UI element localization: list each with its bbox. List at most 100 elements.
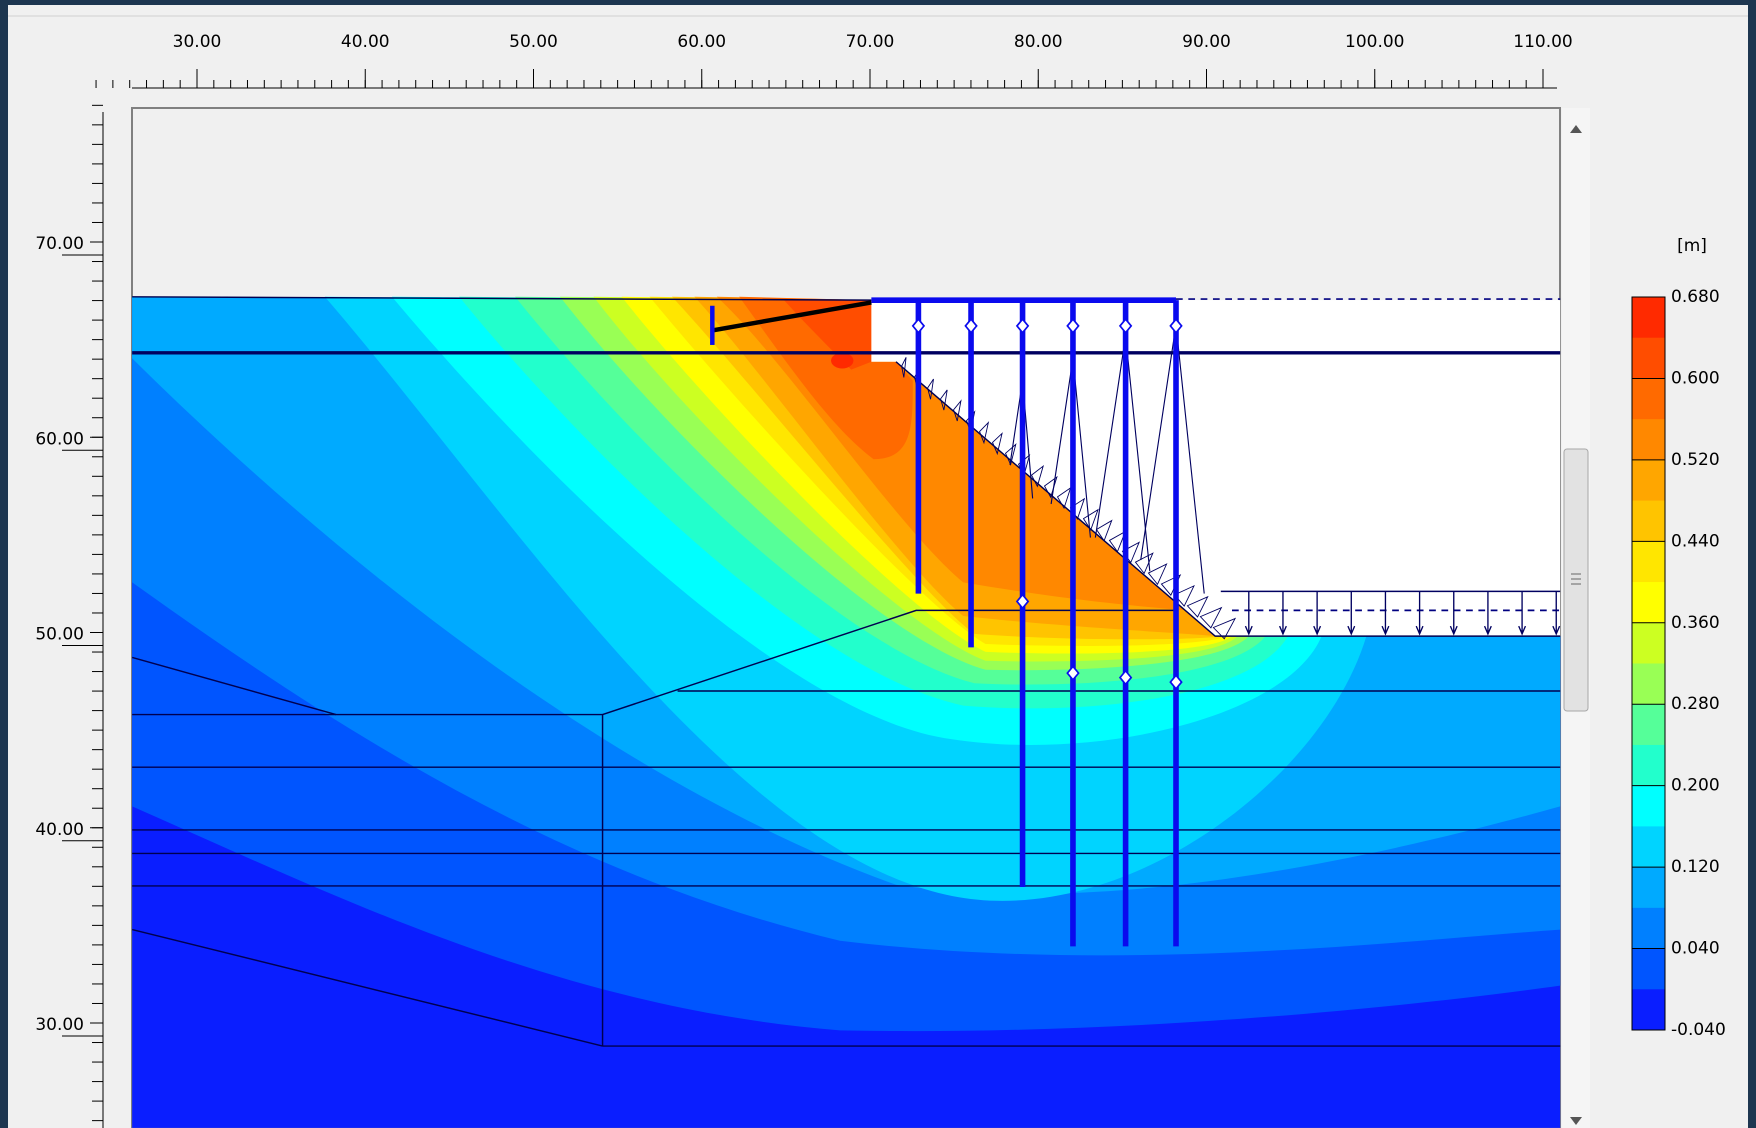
- y-tick-label: 50.00: [35, 625, 84, 645]
- x-tick-label: 70.00: [846, 32, 895, 52]
- legend-band: [1632, 785, 1665, 827]
- legend-band: [1632, 337, 1665, 379]
- x-tick-label: 30.00: [173, 32, 222, 52]
- y-tick-label: 60.00: [35, 429, 84, 449]
- legend-band: [1632, 500, 1665, 542]
- scroll-down[interactable]: [1570, 1117, 1582, 1125]
- force-diagram: [1050, 358, 1091, 538]
- hatch-mark: [901, 357, 907, 378]
- hatch-mark: [1004, 443, 1017, 466]
- layer-line: [602, 609, 1177, 716]
- pile-node: [1118, 317, 1133, 334]
- scroll-grip: [1571, 573, 1581, 585]
- load-arrow: [1449, 591, 1458, 636]
- x-tick-label: 60.00: [677, 32, 726, 52]
- pile-node: [1066, 665, 1080, 682]
- legend-band: [1632, 541, 1665, 583]
- legend-band: [1632, 744, 1665, 787]
- legend-label: 0.680: [1671, 287, 1720, 307]
- legend-label: 0.520: [1671, 450, 1720, 470]
- window-border: [1748, 0, 1756, 1128]
- load-arrow: [1244, 591, 1253, 636]
- load-arrow: [1381, 591, 1390, 636]
- pile-node: [1118, 669, 1133, 686]
- hatch-mark: [1030, 464, 1044, 488]
- legend-label: -0.040: [1671, 1020, 1726, 1040]
- legend-label: 0.280: [1671, 694, 1720, 714]
- layer-line: [131, 656, 337, 716]
- y-tick-label: 70.00: [35, 234, 84, 254]
- legend-band: [1632, 663, 1665, 705]
- hatch-mark: [1186, 595, 1209, 618]
- contour-band: [831, 352, 854, 369]
- surface-load: [1220, 590, 1561, 636]
- hatch-mark: [940, 389, 948, 411]
- window-border: [0, 0, 1756, 5]
- soil-layer-lines: [131, 296, 1561, 1047]
- x-tick-label: 80.00: [1014, 32, 1063, 52]
- pile-node: [911, 317, 926, 334]
- excavation: [871, 300, 1561, 637]
- legend-band: [1632, 622, 1665, 664]
- anchor: [711, 300, 872, 333]
- load-arrow: [1415, 591, 1424, 636]
- hatch-mark: [1056, 486, 1072, 510]
- legend-band: [1632, 989, 1665, 1031]
- load-arrow: [1518, 591, 1527, 636]
- hatch-mark: [1147, 563, 1168, 586]
- legend-band: [1632, 297, 1665, 339]
- legend-label: 0.200: [1671, 776, 1720, 796]
- load-arrow: [1278, 591, 1287, 636]
- rulers: 30.00 40.00 50.00 60.00 70.00 80.00 90.00 100.0…: [35, 32, 1573, 1128]
- legend-band: [1632, 867, 1665, 909]
- legend: [m] 0.680 0.600 0.520 0.440 0.360 0.280 0.200 0…: [1631, 236, 1726, 1040]
- legend-label: 0.120: [1671, 857, 1720, 877]
- load-arrow: [1313, 591, 1322, 636]
- scrollbar: [1562, 108, 1590, 1128]
- load-arrow: [1552, 591, 1561, 636]
- legend-band: [1632, 907, 1665, 950]
- hatch-mark: [979, 421, 990, 445]
- legend-label: 0.600: [1671, 368, 1720, 388]
- layer-line: [131, 928, 603, 1047]
- legend-band: [1632, 704, 1665, 746]
- scroll-up[interactable]: [1570, 125, 1582, 133]
- pile-node: [1015, 593, 1030, 610]
- x-tick-label: 50.00: [509, 32, 558, 52]
- legend-band: [1632, 826, 1665, 868]
- pile-node: [1169, 317, 1183, 334]
- pile-node: [1015, 317, 1030, 334]
- y-tick-label: 40.00: [35, 820, 84, 840]
- legend-band: [1632, 459, 1665, 502]
- pile-node: [1066, 317, 1080, 334]
- ground-surface: [132, 296, 872, 301]
- y-tick-label: 30.00: [35, 1015, 84, 1035]
- hatch-mark: [992, 432, 1003, 456]
- hatch-mark: [1082, 508, 1099, 531]
- scroll-thumb[interactable]: [1563, 448, 1589, 712]
- window-border: [0, 0, 8, 1128]
- legend-label: 0.360: [1671, 613, 1720, 633]
- x-tick-label: 90.00: [1182, 32, 1231, 52]
- pile-node: [1169, 674, 1183, 691]
- excavation-surface: [895, 361, 1561, 637]
- force-diagram: [1094, 335, 1151, 572]
- force-diagram: [1140, 324, 1205, 594]
- hatch-mark: [1173, 584, 1195, 607]
- x-tick-label: 110.00: [1513, 32, 1572, 52]
- pile-nodes: [911, 317, 1183, 691]
- hatch-mark: [1199, 606, 1223, 629]
- legend-band: [1632, 948, 1665, 990]
- hatch-mark: [953, 399, 962, 422]
- pile-node: [964, 317, 978, 334]
- x-tick-label: 40.00: [341, 32, 390, 52]
- hatch-mark: [1108, 530, 1127, 553]
- legend-label: 0.040: [1671, 939, 1720, 959]
- load-arrow: [1483, 591, 1492, 636]
- hatch-mark: [1212, 617, 1237, 640]
- legend-unit: [m]: [1677, 236, 1707, 256]
- model-view: [131, 296, 1561, 1128]
- load-arrow: [1347, 591, 1356, 636]
- hatch-mark: [1095, 519, 1113, 542]
